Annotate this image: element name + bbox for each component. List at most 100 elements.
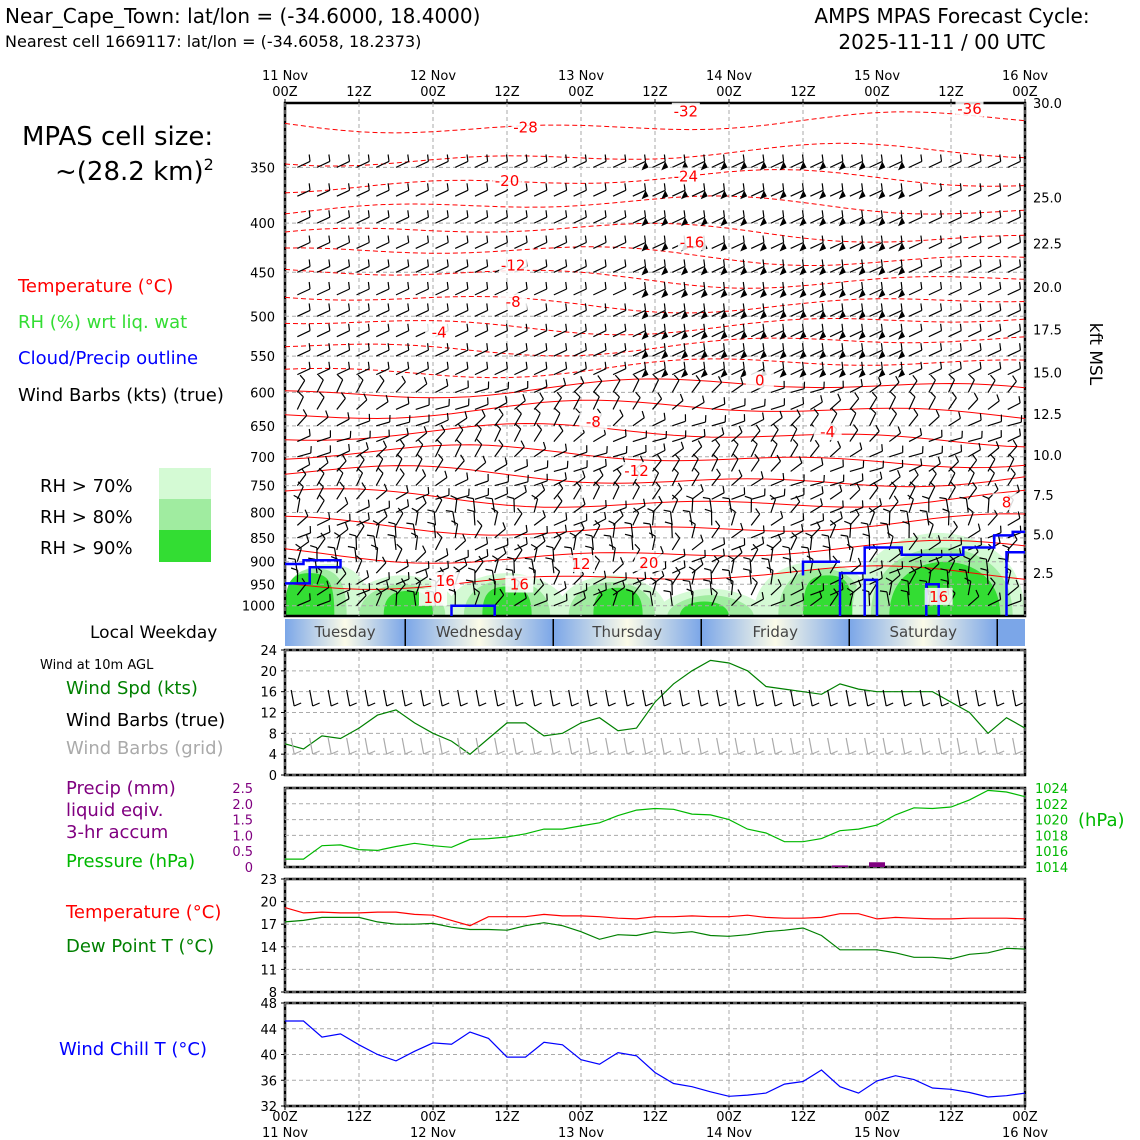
- wind-barb: [672, 265, 686, 273]
- location-title: Near_Cape_Town: lat/lon = (-34.6000, 18.…: [5, 4, 480, 28]
- wind-barb: [790, 160, 804, 168]
- wind-barb-feather: [387, 154, 390, 162]
- weekday-cell: [849, 619, 998, 646]
- wind-barb-feather: [348, 582, 351, 590]
- wind-barb-feather: [619, 557, 624, 564]
- wind-barb: [709, 581, 713, 596]
- wind-barb-feather: [901, 578, 909, 582]
- wind-barb-feather: [328, 281, 331, 290]
- wind-barb-feather: [949, 467, 956, 474]
- wind-barb-feather: [643, 522, 651, 525]
- wind-barb-feather: [406, 522, 414, 525]
- wind-barb: [632, 309, 646, 317]
- wind-barb: [435, 385, 449, 393]
- wind-barb-feather: [416, 453, 423, 460]
- wind-barb-feather: [686, 495, 694, 500]
- wind-barb: [888, 581, 893, 596]
- wind-barb: [788, 547, 792, 562]
- wind-barb: [494, 511, 499, 526]
- wind-barb: [770, 532, 785, 539]
- wind-barb-feather: [506, 486, 509, 494]
- grid-wind-barb: [383, 737, 388, 755]
- wind-barb-feather: [407, 572, 410, 580]
- wind-barb: [395, 584, 406, 596]
- wind-barb: [987, 189, 1001, 197]
- cell-size-value: ~(28.2 km)2: [55, 155, 214, 187]
- wind-barb-feather: [388, 521, 396, 525]
- wind-barb-feather: [688, 566, 696, 572]
- wind-barb-feather: [726, 577, 734, 582]
- wind-barb-feather: [729, 507, 736, 513]
- wind-barb: [395, 330, 409, 338]
- precip-tick-label: 2.5: [232, 782, 253, 797]
- wind-barb: [356, 589, 370, 596]
- surface-wind-barb-feather: [978, 702, 986, 707]
- value-tick-label: 0: [269, 769, 277, 784]
- wind-barb-feather: [604, 259, 607, 267]
- wind-barb-feather: [619, 509, 624, 516]
- wind-barb-feather: [881, 444, 883, 452]
- wind-barb-feather: [545, 281, 548, 290]
- wind-barb: [711, 160, 725, 168]
- wind-barb: [474, 561, 484, 574]
- wind-barb-feather: [940, 568, 948, 571]
- value-tick-label: 48: [260, 997, 277, 1012]
- wind-barb: [829, 593, 839, 607]
- kft-tick-label: 30.0: [1033, 97, 1062, 112]
- wind-barb-feather: [742, 568, 750, 571]
- cell-subtitle: Nearest cell 1669117: lat/lon = (-34.605…: [5, 32, 421, 51]
- temperature-contour: [284, 539, 1026, 564]
- wind-barb-feather: [644, 210, 647, 218]
- wind-barb: [630, 523, 634, 538]
- wind-barb-pennant: [700, 368, 708, 378]
- wind-barb: [296, 486, 304, 500]
- wind-barb-feather: [663, 154, 666, 162]
- wind-barb: [869, 397, 878, 410]
- wind-barb: [612, 368, 627, 376]
- wind-barb: [1007, 473, 1016, 486]
- grid-wind-barb: [753, 737, 758, 755]
- wind-barb-feather: [381, 556, 387, 564]
- wind-barb-feather: [900, 361, 903, 369]
- wind-barb: [928, 473, 937, 486]
- wind-barb-feather: [647, 508, 655, 512]
- wind-barb: [395, 309, 409, 317]
- wind-barb-feather: [387, 210, 390, 218]
- wind-barb: [612, 486, 620, 500]
- wind-barb: [513, 428, 522, 442]
- wind-barb-feather: [861, 361, 864, 369]
- grid-wind-barb-feather: [534, 750, 542, 755]
- grid-wind-barb-feather: [626, 750, 635, 755]
- wind-barb-feather: [703, 154, 706, 162]
- wind-barb: [829, 265, 844, 273]
- pressure-tick-label: 550: [250, 350, 275, 365]
- wind-barb: [573, 189, 587, 197]
- wind-barb-pennant: [661, 266, 669, 276]
- top-date-label: 16 Nov: [1002, 69, 1048, 84]
- wind-barb-feather: [782, 472, 785, 481]
- grid-wind-barb: [771, 737, 776, 755]
- wind-barb: [395, 160, 409, 168]
- wind-barb: [336, 487, 345, 500]
- wind-barb-pennant: [661, 289, 669, 298]
- wind-barb: [612, 396, 620, 410]
- wind-barb-feather: [467, 509, 475, 512]
- wind-barb-pennant: [898, 310, 905, 320]
- surface-wind-barb-feather: [663, 702, 672, 707]
- wind-barb: [514, 387, 528, 393]
- wind-barb-feather: [644, 361, 647, 369]
- wind-barb: [452, 511, 456, 526]
- wind-barb-feather: [517, 507, 523, 514]
- wind-barb-feather: [1019, 303, 1021, 311]
- wind-barb: [494, 428, 502, 442]
- wind-barb: [888, 413, 898, 427]
- grid-wind-barb-feather: [996, 750, 1005, 755]
- wind-barb: [454, 309, 469, 317]
- temperature-label-bg: [499, 292, 528, 310]
- wind-barb: [790, 216, 804, 224]
- wind-barb: [928, 415, 940, 427]
- grid-wind-barb: [679, 737, 684, 755]
- wind-barb-feather: [624, 343, 627, 351]
- pressure-tick-label: 500: [250, 310, 275, 325]
- wind-barb-feather: [761, 557, 769, 560]
